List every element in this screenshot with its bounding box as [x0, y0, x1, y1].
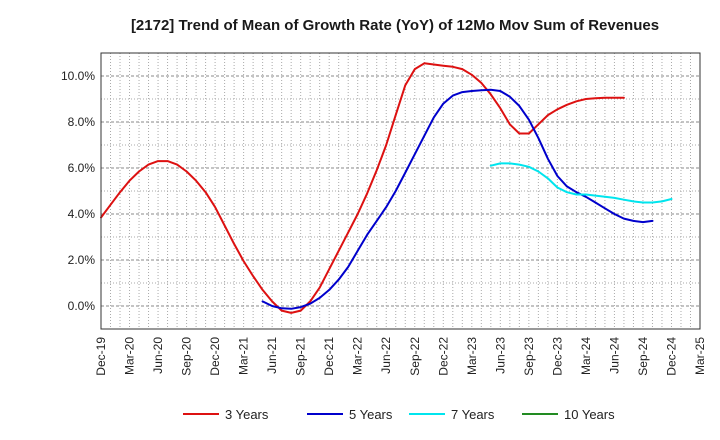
- x-tick-label: Jun-22: [379, 337, 393, 374]
- plot-frame: [100, 52, 701, 330]
- legend-label: 5 Years: [349, 407, 393, 422]
- x-tick-label: Mar-23: [465, 337, 479, 375]
- x-axis: Dec-19 Mar-20 Jun-20 Sep-20 Dec-20 Mar-21 Jun-…: [94, 337, 707, 376]
- x-tick-label: Dec-19: [94, 337, 108, 376]
- y-tick-label: 8.0%: [68, 115, 96, 129]
- x-tick-label: Dec-20: [208, 337, 222, 376]
- x-tick-label: Dec-21: [322, 337, 336, 376]
- y-tick-label: 4.0%: [68, 207, 96, 221]
- x-tick-label: Sep-20: [180, 337, 194, 376]
- y-tick-label: 6.0%: [68, 161, 96, 175]
- series-line-3-years: [100, 62, 625, 314]
- x-tick-label: Sep-21: [294, 337, 308, 376]
- x-tick-label: Dec-24: [664, 337, 678, 376]
- x-tick-label: Mar-21: [237, 337, 251, 375]
- x-tick-label: Dec-23: [550, 337, 564, 376]
- chart-title: [2172] Trend of Mean of Growth Rate (YoY…: [131, 17, 659, 34]
- x-tick-label: Jun-20: [151, 337, 165, 374]
- x-tick-label: Mar-22: [351, 337, 365, 375]
- x-tick-label: Mar-24: [579, 337, 593, 375]
- legend: 3 Years 5 Years 7 Years 10 Years: [183, 407, 615, 422]
- y-axis: 0.0% 2.0% 4.0% 6.0% 8.0% 10.0%: [61, 69, 95, 313]
- x-tick-label: Mar-20: [123, 337, 137, 375]
- series-layer: [100, 62, 673, 314]
- y-tick-label: 2.0%: [68, 253, 96, 267]
- x-tick-label: Mar-25: [693, 337, 707, 375]
- y-tick-label: 0.0%: [68, 299, 96, 313]
- y-tick-label: 10.0%: [61, 69, 95, 83]
- series-line-7-years: [489, 162, 673, 204]
- legend-label: 7 Years: [451, 407, 495, 422]
- x-tick-label: Sep-24: [636, 337, 650, 376]
- legend-label: 3 Years: [225, 407, 269, 422]
- legend-label: 10 Years: [564, 407, 615, 422]
- x-tick-label: Sep-23: [522, 337, 536, 376]
- x-tick-label: Sep-22: [408, 337, 422, 376]
- x-tick-label: Jun-24: [607, 337, 621, 374]
- x-tick-label: Jun-23: [493, 337, 507, 374]
- x-tick-label: Dec-22: [436, 337, 450, 376]
- grid: [101, 53, 700, 329]
- x-tick-label: Jun-21: [265, 337, 279, 374]
- series-line-5-years: [261, 88, 654, 310]
